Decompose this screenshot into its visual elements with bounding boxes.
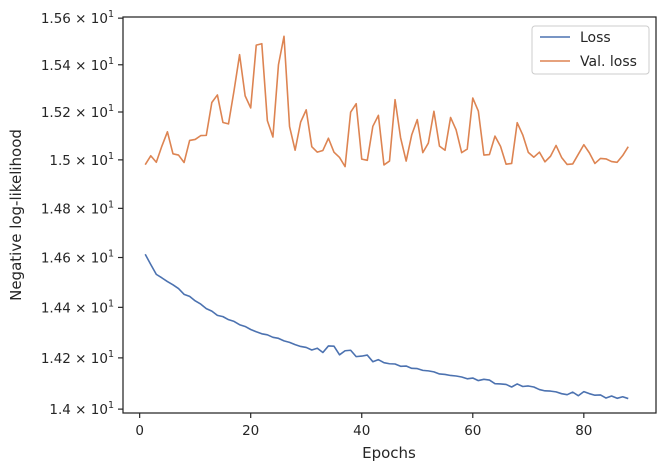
series-lines <box>144 35 629 400</box>
y-tick-label: 1.48 × 101 <box>41 199 114 217</box>
y-tick-label: 1.42 × 101 <box>41 349 114 367</box>
legend: Loss Val. loss <box>531 25 650 75</box>
x-tick-label: 0 <box>135 423 144 439</box>
y-axis-label: Negative log-likelihood <box>7 129 25 301</box>
y-tick-label: 1.52 × 101 <box>41 103 114 121</box>
x-tick-label: 60 <box>464 423 481 439</box>
legend-box <box>531 25 650 75</box>
y-tick-label: 1.5 × 101 <box>49 151 114 169</box>
y-tick-label: 1.46 × 101 <box>41 249 114 267</box>
series-line-val-loss <box>144 35 629 168</box>
legend-label-loss: Loss <box>580 30 611 46</box>
x-tick-label: 20 <box>242 423 259 439</box>
y-tick-label: 1.56 × 101 <box>41 9 114 27</box>
axis-ticks: 0 20 40 60 80 1.4 × 101 1.42 × 101 1.44 × 101 1.… <box>41 9 593 439</box>
x-axis-label: Epochs <box>362 444 416 462</box>
x-tick-label: 80 <box>575 423 592 439</box>
y-tick-label: 1.44 × 101 <box>41 298 114 316</box>
plot-area <box>122 16 657 414</box>
series-line-loss <box>144 253 629 400</box>
y-tick-label: 1.54 × 101 <box>41 56 114 74</box>
y-tick-label: 1.4 × 101 <box>49 400 114 418</box>
legend-label-val-loss: Val. loss <box>580 54 637 70</box>
x-tick-label: 40 <box>353 423 370 439</box>
